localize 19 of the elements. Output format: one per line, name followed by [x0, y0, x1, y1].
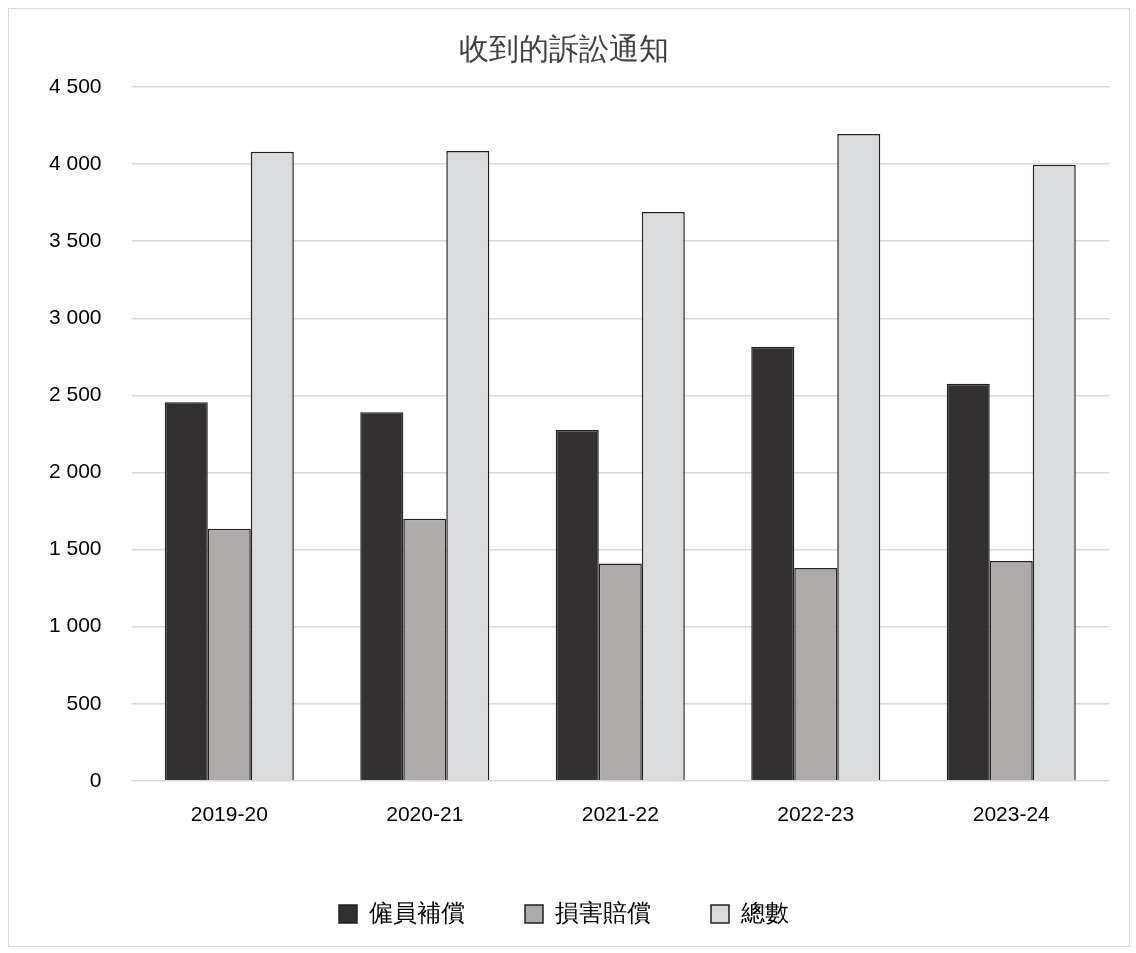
legend-label: 總數 — [740, 898, 789, 926]
legend-label: 僱員補償 — [369, 898, 465, 926]
y-tick-label: 3 000 — [48, 305, 102, 329]
y-tick-label: 2 000 — [48, 459, 102, 483]
y-tick-label: 3 500 — [48, 227, 102, 251]
x-tick-label: 2021-22 — [581, 802, 659, 826]
y-tick-label: 1 000 — [48, 613, 102, 637]
chart-title: 收到的訴訟通知 — [459, 32, 669, 66]
y-tick-label: 1 500 — [48, 536, 102, 560]
y-tick-label: 500 — [66, 690, 102, 714]
y-tick-label: 4 000 — [48, 150, 102, 174]
x-tick-label: 2020-21 — [386, 802, 464, 826]
x-tick-label: 2023-24 — [972, 802, 1051, 826]
x-tick-label: 2022-23 — [777, 802, 855, 826]
y-tick-label: 0 — [89, 767, 102, 791]
y-tick-label: 2 500 — [48, 382, 102, 406]
x-tick-label: 2019-20 — [190, 802, 268, 826]
legend-label: 損害賠償 — [555, 898, 651, 926]
y-tick-label: 4 500 — [48, 73, 102, 97]
